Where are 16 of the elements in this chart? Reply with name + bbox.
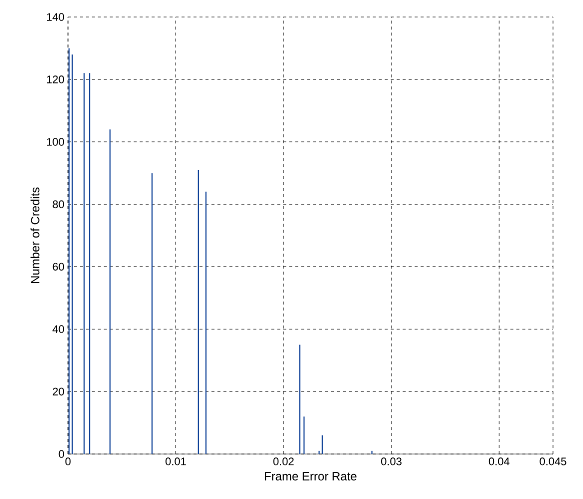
x-tick-label: 0.01 bbox=[166, 458, 186, 466]
y-axis-title: Number of Credits bbox=[30, 187, 40, 284]
y-tick-label: 140 bbox=[47, 13, 64, 21]
x-tick-label: 0.045 bbox=[540, 458, 566, 466]
x-tick-label: 0.04 bbox=[488, 458, 510, 466]
y-tick-label: 60 bbox=[52, 262, 64, 271]
y-tick-label: 120 bbox=[47, 76, 64, 84]
y-tick-label: 80 bbox=[52, 200, 64, 208]
x-tick-label: 0.02 bbox=[273, 458, 294, 466]
y-tick-label: 40 bbox=[52, 325, 64, 334]
y-tick-label: 20 bbox=[52, 388, 64, 396]
y-tick-label: 100 bbox=[47, 138, 64, 146]
x-tick-label: 0 bbox=[65, 458, 71, 466]
x-axis-title: Frame Error Rate bbox=[264, 472, 356, 480]
y-tick-label: 0 bbox=[58, 450, 64, 458]
x-tick-label: 0.03 bbox=[381, 458, 402, 466]
